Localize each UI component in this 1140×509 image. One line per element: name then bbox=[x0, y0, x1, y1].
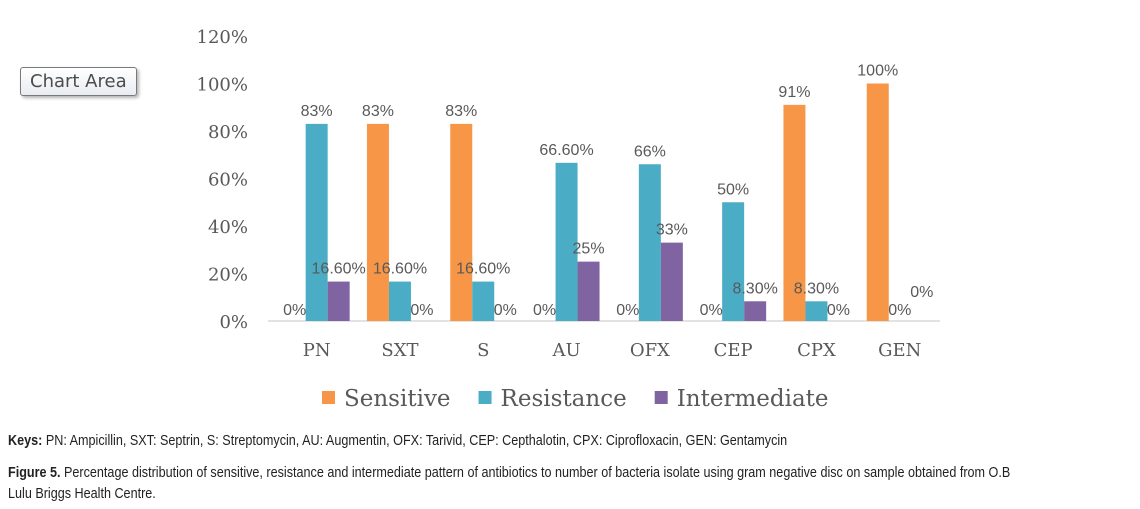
x-tick-label: S bbox=[477, 340, 489, 361]
y-tick-label: 20% bbox=[208, 265, 248, 286]
bar-resistance-pn bbox=[305, 123, 328, 321]
bar-intermediate-ofx bbox=[660, 242, 683, 321]
keys-label: Keys: bbox=[8, 432, 43, 449]
data-label: 0% bbox=[533, 302, 556, 319]
bar-resistance-ofx bbox=[638, 164, 661, 321]
legend-swatch-intermediate bbox=[654, 391, 668, 404]
bar-sensitive-gen bbox=[866, 83, 889, 321]
data-label: 0% bbox=[283, 302, 306, 319]
chart-area-tooltip: Chart Area bbox=[20, 67, 137, 96]
legend-label-resistance: Resistance bbox=[501, 386, 627, 412]
x-tick-label: AU bbox=[551, 340, 580, 361]
data-label: 33% bbox=[656, 222, 688, 239]
data-label: 66% bbox=[634, 143, 666, 160]
bar-resistance-cpx bbox=[805, 301, 828, 321]
data-label: 83% bbox=[362, 103, 394, 120]
y-tick-label: 60% bbox=[208, 170, 248, 191]
legend: Sensitive Resistance Intermediate bbox=[322, 386, 829, 412]
caption-line1: Percentage distribution of sensitive, re… bbox=[60, 464, 1011, 481]
data-label: 0% bbox=[616, 302, 639, 319]
x-axis: PN SXT S AU OFX CEP CPX GEN bbox=[303, 340, 922, 361]
keys-note: Keys: PN: Ampicillin, SXT: Septrin, S: S… bbox=[8, 430, 787, 451]
bar-resistance-sxt bbox=[388, 281, 411, 321]
y-tick-label: 100% bbox=[197, 75, 248, 96]
bar-intermediate-pn bbox=[327, 281, 350, 321]
data-label: 50% bbox=[717, 181, 749, 198]
data-label: 0% bbox=[494, 302, 517, 319]
data-label: 25% bbox=[573, 241, 605, 258]
bar-sensitive-cpx bbox=[783, 104, 806, 321]
data-label: 8.30% bbox=[794, 280, 839, 297]
data-label: 0% bbox=[700, 302, 723, 319]
y-axis: 0% 20% 40% 60% 80% 100% 120% bbox=[197, 27, 248, 333]
data-labels: 0%83%16.60%83%16.60%0%83%16.60%0% 0%66.60… bbox=[283, 63, 933, 320]
data-label: 16.60% bbox=[373, 261, 427, 278]
bar-chart: 0% 20% 40% 60% 80% 100% 120% 0% 83% 16.60% 83% 16.… bbox=[197, 27, 940, 412]
y-tick-label: 120% bbox=[197, 27, 248, 48]
legend-swatch-sensitive bbox=[322, 391, 335, 404]
x-tick-label: OFX bbox=[630, 340, 670, 361]
bar-intermediate-au bbox=[577, 261, 600, 321]
x-tick-label: PN bbox=[303, 340, 331, 361]
data-label: 0% bbox=[410, 302, 433, 319]
data-label: 83% bbox=[301, 103, 333, 120]
data-label: 0% bbox=[888, 302, 911, 319]
bars bbox=[305, 83, 889, 321]
bar-intermediate-cep bbox=[744, 301, 767, 321]
data-label: 16.60% bbox=[312, 261, 366, 278]
data-label: 16.60% bbox=[456, 261, 510, 278]
legend-label-intermediate: Intermediate bbox=[677, 386, 829, 412]
bar-resistance-cep bbox=[722, 202, 745, 321]
y-tick-label: 40% bbox=[208, 217, 248, 238]
x-tick-label: CPX bbox=[797, 340, 836, 361]
legend-label-sensitive: Sensitive bbox=[344, 386, 451, 412]
data-label: 83% bbox=[445, 103, 477, 120]
data-label: 0% bbox=[827, 302, 850, 319]
legend-swatch-resistance bbox=[478, 391, 492, 404]
x-tick-label: CEP bbox=[714, 340, 753, 361]
y-tick-label: 0% bbox=[219, 312, 248, 333]
y-tick-label: 80% bbox=[208, 122, 248, 143]
caption-line2: Lulu Briggs Health Centre. bbox=[8, 485, 156, 502]
data-label: 100% bbox=[857, 63, 898, 80]
figure-caption: Figure 5. Percentage distribution of sen… bbox=[8, 462, 1010, 483]
data-label: 0% bbox=[910, 284, 933, 301]
data-label: 8.30% bbox=[732, 280, 777, 297]
x-tick-label: SXT bbox=[381, 340, 418, 361]
data-label: 91% bbox=[778, 84, 810, 101]
x-tick-label: GEN bbox=[878, 340, 921, 361]
keys-text: PN: Ampicillin, SXT: Septrin, S: Strepto… bbox=[42, 432, 788, 449]
bar-sensitive-s bbox=[450, 123, 473, 321]
bar-sensitive-sxt bbox=[366, 123, 389, 321]
data-label: 66.60% bbox=[539, 142, 593, 159]
bar-resistance-s bbox=[472, 281, 495, 321]
caption-label: Figure 5. bbox=[8, 464, 61, 481]
bar-resistance-au bbox=[555, 162, 578, 321]
